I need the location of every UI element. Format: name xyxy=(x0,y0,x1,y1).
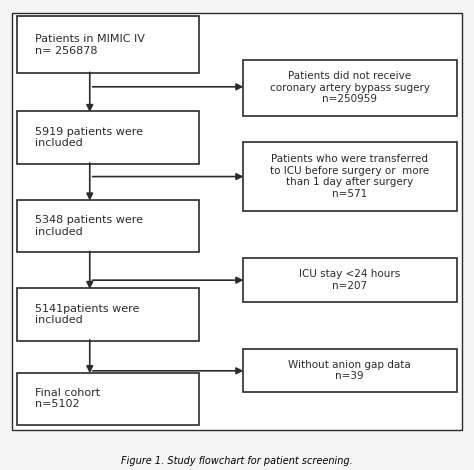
Text: Patients who were transferred
to ICU before surgery or  more
than 1 day after su: Patients who were transferred to ICU bef… xyxy=(270,154,429,199)
FancyBboxPatch shape xyxy=(243,60,457,116)
FancyBboxPatch shape xyxy=(11,14,463,430)
FancyBboxPatch shape xyxy=(243,258,457,302)
Text: 5919 patients were
included: 5919 patients were included xyxy=(35,127,143,149)
FancyBboxPatch shape xyxy=(17,111,199,164)
Text: Patients in MIMIC IV
n= 256878: Patients in MIMIC IV n= 256878 xyxy=(35,34,145,55)
FancyBboxPatch shape xyxy=(17,16,199,73)
Text: 5141patients were
included: 5141patients were included xyxy=(35,304,139,325)
Text: Without anion gap data
n=39: Without anion gap data n=39 xyxy=(288,360,411,381)
Text: Patients did not receive
coronary artery bypass sugery
n=250959: Patients did not receive coronary artery… xyxy=(270,71,430,104)
FancyBboxPatch shape xyxy=(243,141,457,211)
FancyBboxPatch shape xyxy=(17,373,199,425)
Text: Final cohort
n=5102: Final cohort n=5102 xyxy=(35,388,100,409)
Text: Figure 1. Study flowchart for patient screening.: Figure 1. Study flowchart for patient sc… xyxy=(121,456,353,466)
FancyBboxPatch shape xyxy=(17,289,199,341)
Text: ICU stay <24 hours
n=207: ICU stay <24 hours n=207 xyxy=(299,269,401,291)
FancyBboxPatch shape xyxy=(243,349,457,392)
Text: 5348 patients were
included: 5348 patients were included xyxy=(35,215,143,237)
FancyBboxPatch shape xyxy=(17,200,199,252)
